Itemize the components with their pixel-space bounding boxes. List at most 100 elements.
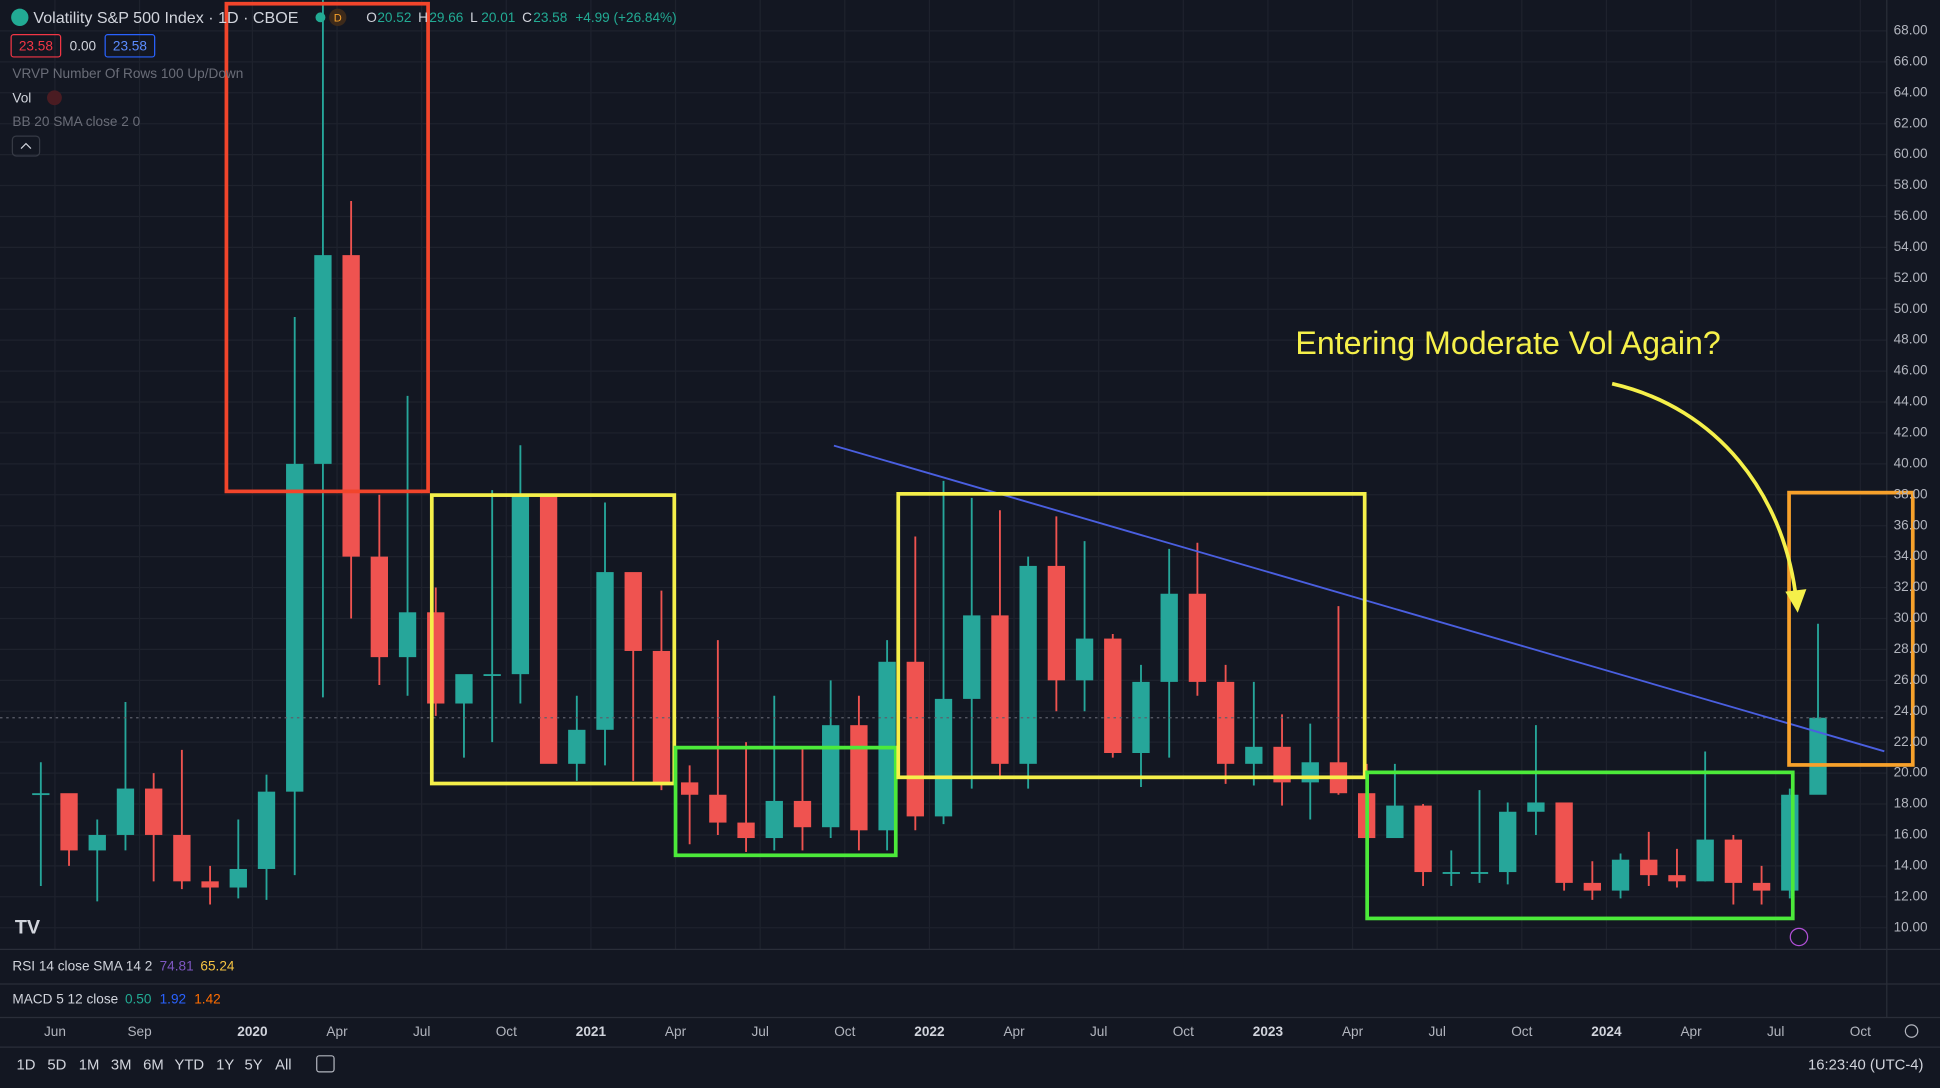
alert-icon[interactable] [1789,927,1809,947]
badge-bg [329,8,347,26]
highlight-box[interactable] [896,492,1367,780]
rsi-value: 74.81 [160,958,194,973]
x-tick-label: Oct [834,1024,855,1039]
indicator-label[interactable]: VRVP Number Of Rows 100 Up/Down [12,66,243,81]
candle-body [342,255,360,557]
range-button[interactable]: YTD [174,1058,204,1074]
candle-body [793,800,812,828]
candle-body [1216,681,1235,764]
range-button[interactable]: 3M [111,1058,132,1074]
y-tick-label: 30.00 [1894,610,1928,625]
y-tick-label: 36.00 [1894,517,1928,532]
candle-body [145,788,163,835]
range-button[interactable]: 5Y [245,1058,263,1074]
highlight-box[interactable] [1787,490,1915,767]
bid: 23.58 [19,39,53,54]
candle-body [1527,802,1545,812]
y-tick-label: 42.00 [1894,425,1928,440]
range-button[interactable]: 1M [79,1058,100,1074]
y-tick-label: 50.00 [1894,301,1928,316]
candle-body [1245,746,1263,764]
candle-body [116,788,135,835]
candle-body [624,572,642,651]
y-tick-label: 20.00 [1894,765,1928,780]
x-tick-label: Jul [1090,1024,1107,1039]
candle-body [88,834,106,851]
candle-body [991,615,1009,764]
highlight-box[interactable] [1365,770,1795,921]
candle-body [652,650,671,783]
candle-body [709,794,727,823]
candle-body [1470,872,1489,874]
candle-body [1555,802,1573,883]
rsi-label[interactable]: RSI 14 close SMA 14 2 [12,958,152,973]
range-button[interactable]: All [275,1058,291,1074]
highlight-box[interactable] [673,745,898,858]
range-button[interactable]: 6M [143,1058,164,1074]
candle-body [1611,859,1630,891]
candle-body [173,834,191,882]
calendar-icon[interactable] [316,1055,335,1073]
candle-body [934,698,953,817]
candle-body [32,793,50,796]
candle-body [1442,872,1460,874]
ask-box [104,34,156,58]
candle-body [1583,882,1601,891]
x-tick-label: Apr [665,1024,687,1039]
x-tick-label: Oct [496,1024,517,1039]
rsi-value: 65.24 [200,958,234,973]
candle-body [1696,839,1714,882]
range-button[interactable]: 1Y [216,1058,234,1074]
x-tick-label: Apr [1003,1024,1025,1039]
candle-body [60,793,78,851]
x-tick-label: Oct [1850,1024,1871,1039]
candle-body [1104,638,1122,754]
candle-body [229,868,247,888]
candle-body [1499,811,1517,873]
range-button[interactable]: 1D [16,1058,35,1074]
x-tick-label: Jul [413,1024,430,1039]
symbol-title[interactable]: Volatility S&P 500 Index · 1D · CBOE [33,9,298,27]
candle-body [1075,638,1094,681]
x-tick-label: Oct [1511,1024,1532,1039]
candle-body [511,494,530,675]
x-tick-label: Apr [1342,1024,1364,1039]
y-tick-label: 22.00 [1894,734,1928,749]
annotation[interactable]: Entering Moderate Vol Again? [1295,325,1720,361]
x-tick-label: 2023 [1253,1024,1284,1039]
candle-body [963,615,981,699]
candle-body [765,800,783,839]
candle-body [427,612,445,704]
y-tick-label: 68.00 [1894,23,1928,38]
candle-body [1188,593,1207,682]
indicator-label[interactable]: Vol [12,91,31,106]
candle-body [1668,875,1686,882]
arrow[interactable] [1611,381,1798,592]
y-tick-label: 52.00 [1894,270,1928,285]
y-tick-label: 54.00 [1894,239,1928,254]
macd-value: 1.92 [160,992,186,1007]
collapse-button[interactable] [11,135,41,157]
candle-body [568,729,586,764]
candle-body [539,494,558,764]
candle-body [1752,882,1771,891]
highlight-box[interactable] [429,493,677,786]
macd-value: 1.42 [194,992,220,1007]
ohlc-key: O [366,10,377,25]
ohlc-key: C [522,10,532,25]
trend-line[interactable] [833,444,1885,753]
collapse-icon [20,142,32,149]
range-button[interactable]: 5D [47,1058,66,1074]
candle-body [483,674,501,677]
indicator-label[interactable]: BB 20 SMA close 2 0 [12,114,140,129]
y-tick-label: 66.00 [1894,53,1928,68]
candle-body [850,725,868,831]
candle-body [1640,859,1658,876]
status-dot [315,12,326,23]
macd-label[interactable]: MACD 5 12 close [12,992,118,1007]
settings-icon[interactable] [1904,1024,1919,1038]
x-tick-label: Oct [1173,1024,1194,1039]
highlight-box[interactable] [224,1,430,494]
candle-body [906,661,924,817]
